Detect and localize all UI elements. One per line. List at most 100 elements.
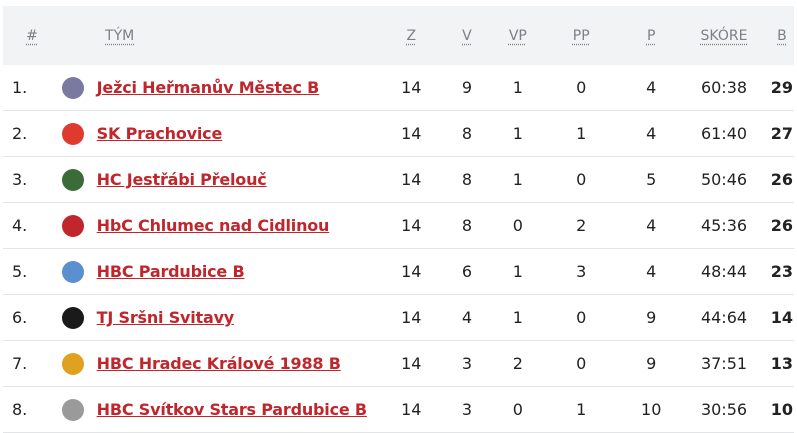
- wins: 9: [436, 65, 498, 111]
- team-link[interactable]: SK Prachovice: [96, 124, 223, 143]
- rank: 4.: [3, 202, 62, 249]
- team-logo-icon: [62, 76, 85, 99]
- header-points[interactable]: B: [777, 27, 787, 44]
- losses: 4: [624, 202, 679, 249]
- points: 26: [769, 202, 794, 249]
- team-logo: [61, 110, 91, 157]
- rank: 1.: [3, 65, 62, 111]
- points: 27: [769, 110, 794, 157]
- team-logo-icon: [62, 352, 85, 375]
- table-row: 5. HBC Pardubice B 14 6 1 3 4 48:44 23: [3, 248, 794, 295]
- header-p[interactable]: P: [646, 27, 656, 44]
- wins: 3: [436, 386, 498, 433]
- team-logo: [61, 340, 91, 387]
- team-cell: HC Jestřábi Přelouč: [90, 156, 387, 203]
- team-logo-icon: [62, 122, 85, 145]
- team-logo-icon: [62, 214, 85, 237]
- losses: 4: [624, 248, 679, 295]
- rank: 2.: [3, 110, 62, 157]
- team-logo-icon: [62, 306, 85, 329]
- score: 30:56: [678, 386, 770, 433]
- ot-wins: 1: [497, 248, 539, 295]
- played: 14: [386, 294, 437, 341]
- header-v[interactable]: V: [462, 27, 472, 44]
- table-row: 6. TJ Sršni Svitavy 14 4 1 0 9 44:64 14: [3, 294, 794, 341]
- wins: 8: [436, 156, 498, 203]
- losses: 4: [624, 65, 679, 111]
- ot-wins: 1: [497, 156, 539, 203]
- played: 14: [386, 340, 437, 387]
- ot-wins: 1: [497, 110, 539, 157]
- team-cell: HbC Chlumec nad Cidlinou: [90, 202, 387, 249]
- team-logo: [61, 156, 91, 203]
- table-row: 3. HC Jestřábi Přelouč 14 8 1 0 5 50:46 …: [3, 156, 794, 203]
- team-link[interactable]: HBC Svítkov Stars Pardubice B: [96, 400, 367, 419]
- team-cell: SK Prachovice: [90, 110, 387, 157]
- rank: 3.: [3, 156, 62, 203]
- team-logo: [61, 294, 91, 341]
- played: 14: [386, 110, 437, 157]
- wins: 3: [436, 340, 498, 387]
- header-pp[interactable]: PP: [572, 27, 590, 44]
- losses: 9: [624, 340, 679, 387]
- team-link[interactable]: HBC Pardubice B: [96, 262, 245, 281]
- header-z[interactable]: Z: [406, 27, 417, 44]
- ot-losses: 0: [538, 340, 625, 387]
- points: 26: [769, 156, 794, 203]
- points: 13: [769, 340, 794, 387]
- wins: 6: [436, 248, 498, 295]
- header-team[interactable]: TÝM: [105, 27, 135, 44]
- team-link[interactable]: HC Jestřábi Přelouč: [96, 170, 267, 189]
- ot-wins: 1: [497, 294, 539, 341]
- ot-wins: 0: [497, 386, 539, 433]
- ot-losses: 1: [538, 386, 625, 433]
- losses: 4: [624, 110, 679, 157]
- rank: 8.: [3, 386, 62, 433]
- score: 60:38: [678, 65, 770, 111]
- played: 14: [386, 65, 437, 111]
- wins: 8: [436, 110, 498, 157]
- ot-losses: 3: [538, 248, 625, 295]
- played: 14: [386, 248, 437, 295]
- team-link[interactable]: TJ Sršni Svitavy: [96, 308, 235, 327]
- played: 14: [386, 156, 437, 203]
- score: 44:64: [678, 294, 770, 341]
- team-cell: HBC Svítkov Stars Pardubice B: [90, 386, 387, 433]
- team-link[interactable]: Ježci Heřmanův Městec B: [96, 78, 320, 97]
- table-row: 4. HbC Chlumec nad Cidlinou 14 8 0 2 4 4…: [3, 202, 794, 249]
- team-logo-icon: [62, 168, 85, 191]
- ot-losses: 1: [538, 110, 625, 157]
- team-logo-icon: [62, 260, 85, 283]
- rank: 7.: [3, 340, 62, 387]
- table-row: 7. HBC Hradec Králové 1988 B 14 3 2 0 9 …: [3, 340, 794, 387]
- points: 29: [769, 65, 794, 111]
- ot-wins: 1: [497, 65, 539, 111]
- team-cell: TJ Sršni Svitavy: [90, 294, 387, 341]
- header-rank[interactable]: #: [26, 27, 38, 44]
- played: 14: [386, 386, 437, 433]
- losses: 9: [624, 294, 679, 341]
- ot-wins: 2: [497, 340, 539, 387]
- team-logo: [61, 202, 91, 249]
- losses: 5: [624, 156, 679, 203]
- header-score[interactable]: SKÓRE: [700, 27, 748, 44]
- standings-table: # TÝM Z V VP PP P SKÓRE B 1. Ježci Heřma…: [3, 6, 794, 433]
- wins: 4: [436, 294, 498, 341]
- points: 14: [769, 294, 794, 341]
- table-row: 2. SK Prachovice 14 8 1 1 4 61:40 27: [3, 110, 794, 157]
- score: 45:36: [678, 202, 770, 249]
- ot-losses: 2: [538, 202, 625, 249]
- ot-losses: 0: [538, 65, 625, 111]
- header-vp[interactable]: VP: [508, 27, 527, 44]
- points: 10: [769, 386, 794, 433]
- team-logo: [61, 248, 91, 295]
- team-cell: HBC Pardubice B: [90, 248, 387, 295]
- table-row: 1. Ježci Heřmanův Městec B 14 9 1 0 4 60…: [3, 65, 794, 111]
- team-cell: HBC Hradec Králové 1988 B: [90, 340, 387, 387]
- losses: 10: [624, 386, 679, 433]
- team-logo-icon: [62, 398, 85, 421]
- team-logo: [61, 65, 91, 111]
- team-link[interactable]: HBC Hradec Králové 1988 B: [96, 354, 341, 373]
- team-link[interactable]: HbC Chlumec nad Cidlinou: [96, 216, 330, 235]
- header-row: # TÝM Z V VP PP P SKÓRE B: [3, 6, 794, 65]
